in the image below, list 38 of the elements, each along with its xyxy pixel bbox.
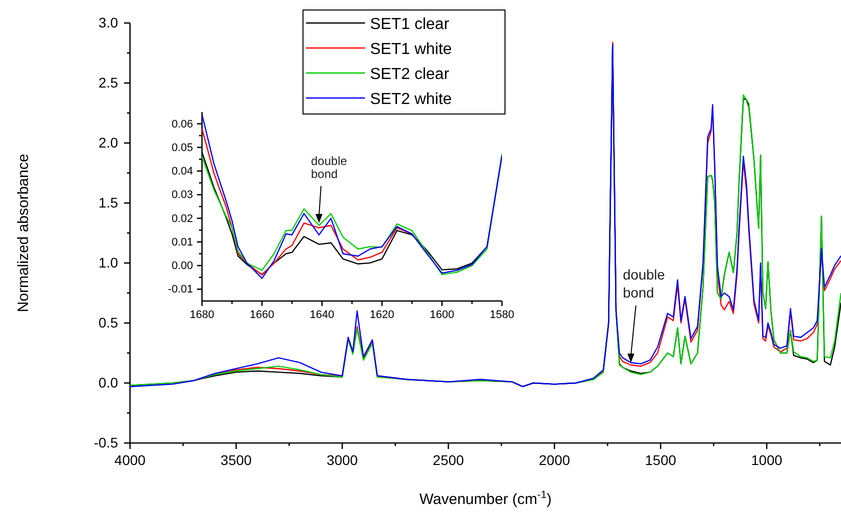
legend-label: SET2 clear (370, 66, 450, 83)
y-tick-label: 0.5 (98, 314, 118, 330)
y-tick-label: -0.01 (168, 284, 193, 296)
y-tick-label: 0.02 (172, 212, 193, 225)
x-tick-label: 2000 (538, 452, 570, 468)
x-tick-label: 1000 (751, 452, 782, 468)
legend-label: SET1 white (370, 41, 452, 58)
x-tick-label: 1680 (190, 308, 214, 321)
y-tick-label: 0.04 (172, 166, 193, 178)
x-tick-label: 1620 (370, 308, 394, 321)
legend-label: SET2 white (370, 91, 452, 108)
x-tick-label: 2500 (432, 452, 464, 468)
y-tick-label: 2.0 (98, 134, 118, 150)
y-tick-label: 0.01 (172, 236, 193, 248)
x-tick-label: 1500 (645, 452, 676, 468)
x-tick-label: 1660 (250, 308, 274, 321)
y-tick-label: 0.0 (98, 374, 118, 390)
y-tick-label: 0.06 (172, 118, 193, 130)
y-tick-label: 1.0 (98, 254, 118, 270)
annotation: double bond (622, 266, 666, 301)
x-tick-label: 1640 (310, 308, 334, 321)
annotation: double bond (311, 154, 348, 182)
y-tick-label: 0.03 (172, 189, 193, 202)
y-axis-title: Normalized absorbance (15, 154, 32, 312)
x-axis-title: Wavenumber (cm$^{-1}$) (419, 489, 552, 508)
line-series (202, 114, 502, 279)
x-tick-label: 1580 (490, 308, 514, 321)
x-tick-label: 3000 (326, 452, 358, 468)
x-tick-label: 3500 (220, 452, 252, 468)
legend-label: SET1 clear (370, 16, 450, 33)
x-tick-label: 4000 (114, 452, 146, 468)
y-tick-label: -0.5 (94, 434, 118, 450)
x-tick-label: 1600 (430, 308, 454, 321)
y-tick-label: 0.05 (172, 142, 193, 154)
y-tick-label: 3.0 (98, 14, 118, 30)
y-tick-label: 1.5 (98, 194, 118, 210)
y-tick-label: 0.00 (172, 260, 193, 272)
y-tick-label: 2.5 (98, 74, 118, 90)
